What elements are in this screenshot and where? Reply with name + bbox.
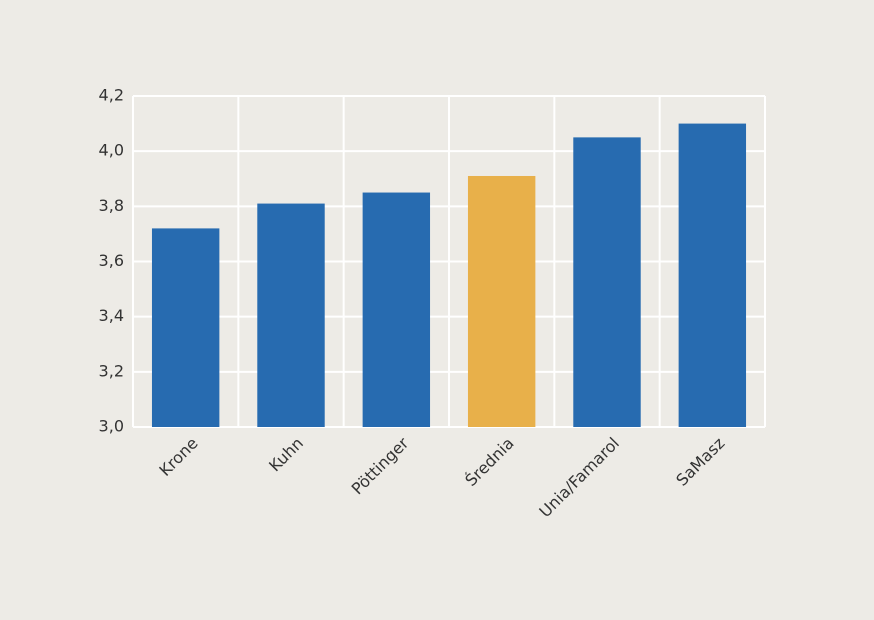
x-tick-label: Średnia bbox=[461, 434, 517, 490]
x-tick-label: Unia/Famarol bbox=[535, 434, 623, 522]
y-tick-label: 3,2 bbox=[99, 361, 124, 380]
y-tick-label: 3,4 bbox=[99, 306, 124, 325]
y-tick-label: 3,8 bbox=[99, 196, 124, 215]
y-tick-label: 3,6 bbox=[99, 251, 124, 270]
x-tick-label: Pöttinger bbox=[348, 433, 413, 498]
x-tick-label: Krone bbox=[155, 434, 201, 480]
bar bbox=[573, 137, 641, 427]
bar bbox=[467, 175, 536, 427]
bar bbox=[678, 123, 747, 427]
y-tick-label: 4,0 bbox=[99, 141, 124, 160]
y-tick-label: 4,2 bbox=[99, 86, 124, 105]
x-tick-label: Kuhn bbox=[265, 434, 307, 476]
bar bbox=[257, 203, 325, 427]
y-tick-label: 3,0 bbox=[99, 417, 124, 436]
bar bbox=[151, 228, 220, 427]
x-tick-label: SaMasz bbox=[672, 434, 728, 490]
bar bbox=[362, 192, 431, 427]
